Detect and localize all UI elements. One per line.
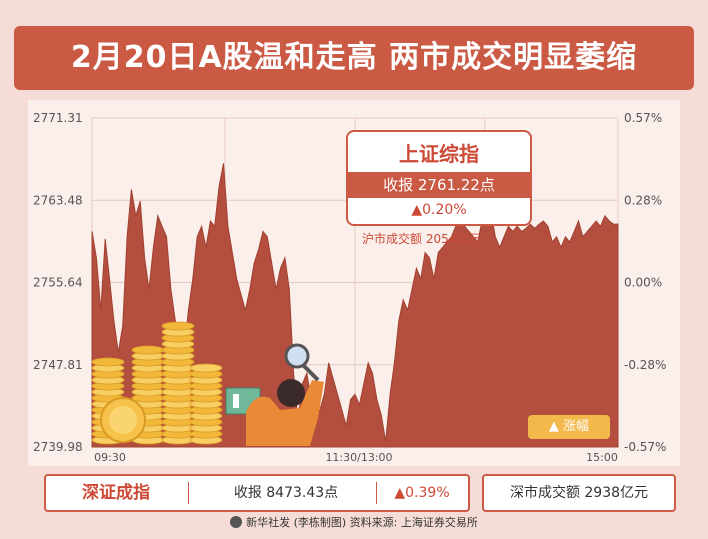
y-axis-right: 0.57% 0.28% 0.00% -0.28% -0.57% bbox=[624, 111, 666, 454]
shenzhen-index-name: 深证成指 bbox=[82, 483, 150, 503]
y-left-tick-label: 2747.81 bbox=[33, 358, 83, 372]
shenzhen-index-bar: 深证成指 收报 8473.43点 ▲0.39% bbox=[44, 474, 470, 512]
shenzhen-turnover: 深市成交额 2938亿元 bbox=[482, 474, 676, 512]
shenzhen-close-value: 收报 8473.43点 bbox=[233, 485, 339, 501]
shanghai-index-card: 上证综指 收报 2761.22点 ▲0.20% bbox=[346, 130, 532, 226]
coins-illustration bbox=[91, 321, 223, 445]
y-left-tick-label: 2763.48 bbox=[33, 193, 83, 207]
coin bbox=[131, 345, 165, 355]
divider bbox=[376, 482, 377, 504]
x-tick-label: 15:00 bbox=[586, 451, 618, 464]
credit-text: 新华社发 (李栋制图) 资料来源: 上海证券交易所 bbox=[246, 516, 478, 529]
coin bbox=[161, 321, 195, 331]
coin bbox=[91, 357, 125, 367]
x-tick-label: 09:30 bbox=[94, 451, 126, 464]
coin bbox=[189, 363, 223, 373]
x-axis: 09:30 11:30/13:00 15:00 bbox=[94, 451, 618, 464]
shanghai-close-value: 收报 2761.22点 bbox=[348, 172, 530, 198]
xinhua-logo-icon bbox=[230, 516, 243, 528]
y-right-tick-label: -0.57% bbox=[624, 440, 666, 454]
x-tick-label: 11:30/13:00 bbox=[325, 451, 392, 464]
y-left-tick-label: 2755.64 bbox=[33, 276, 83, 290]
y-axis-left: 2771.31 2763.48 2755.64 2747.81 2739.98 bbox=[33, 111, 83, 454]
y-right-tick-label: 0.57% bbox=[624, 111, 662, 125]
shenzhen-change: ▲0.39% bbox=[394, 485, 450, 501]
shanghai-change: ▲0.20% bbox=[411, 202, 467, 218]
shanghai-index-name: 上证综指 bbox=[399, 142, 479, 166]
y-right-tick-label: 0.28% bbox=[624, 193, 662, 207]
y-left-tick-label: 2739.98 bbox=[33, 440, 83, 454]
divider bbox=[188, 482, 189, 504]
y-right-tick-label: -0.28% bbox=[624, 358, 666, 372]
credit-line: 新华社发 (李栋制图) 资料来源: 上海证券交易所 bbox=[0, 514, 708, 530]
page-title: 2月20日A股温和走高 两市成交明显萎缩 bbox=[70, 40, 638, 75]
y-left-tick-label: 2771.31 bbox=[33, 111, 83, 125]
shanghai-turnover: 沪市成交额 2054亿元 bbox=[362, 232, 481, 246]
y-right-tick-label: 0.00% bbox=[624, 276, 662, 290]
person-illustration bbox=[225, 343, 324, 446]
legend-change-label: ▲ 涨幅 bbox=[528, 415, 610, 439]
title-banner: 2月20日A股温和走高 两市成交明显萎缩 bbox=[14, 26, 694, 90]
